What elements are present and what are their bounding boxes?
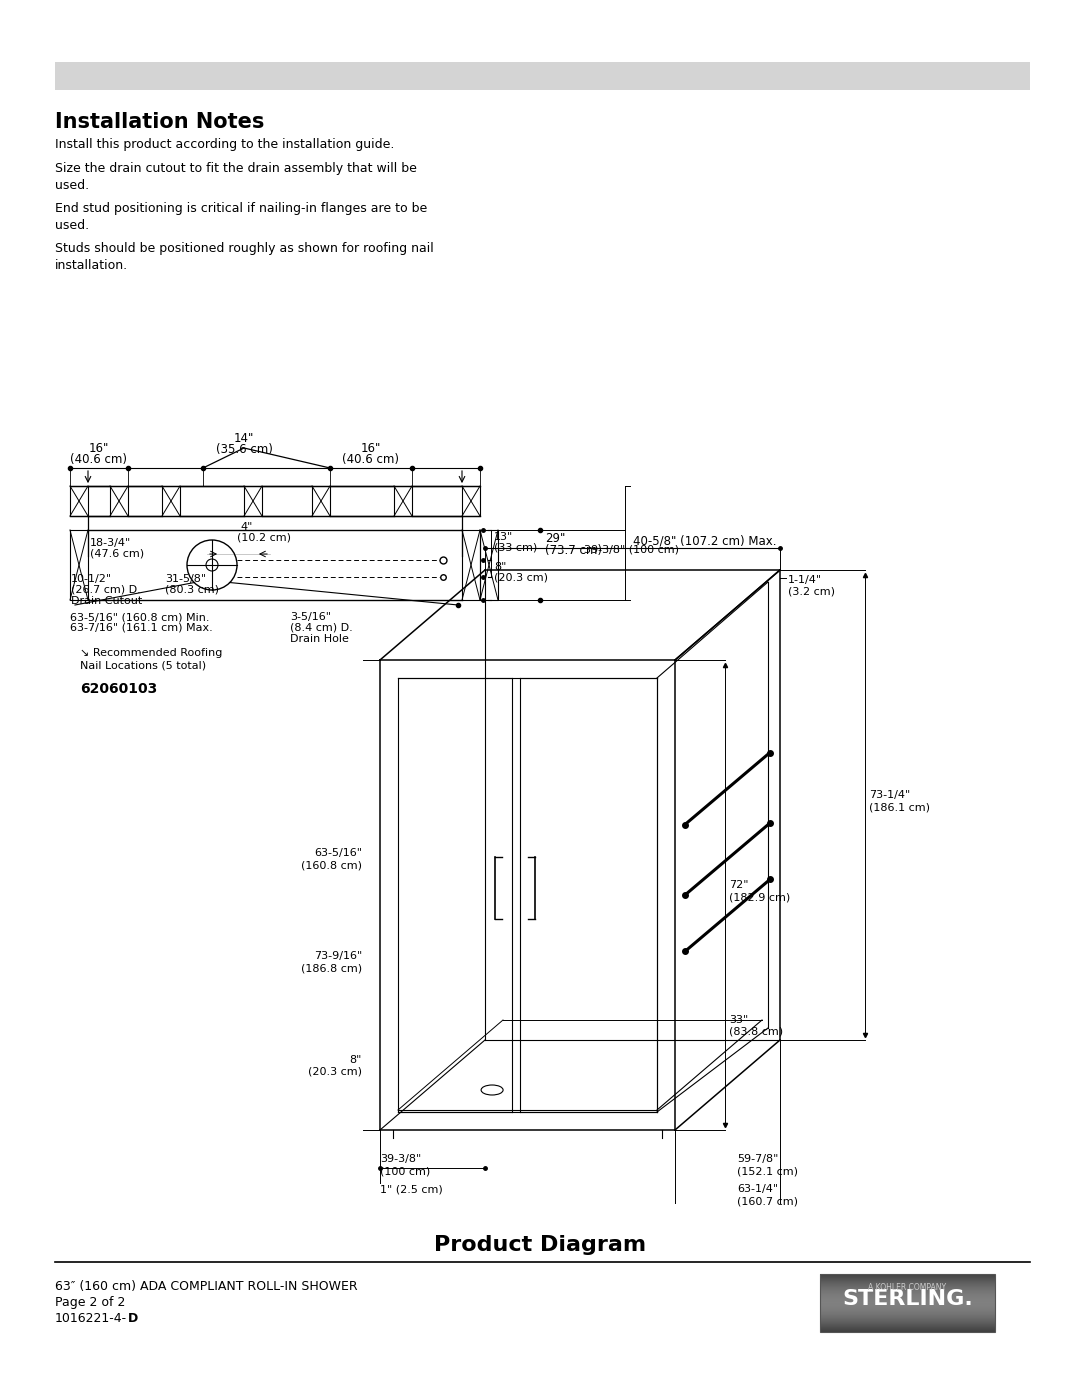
Text: 59-7/8": 59-7/8"	[737, 1154, 779, 1164]
Text: (26.7 cm) D.: (26.7 cm) D.	[71, 585, 140, 595]
Text: 4": 4"	[240, 522, 253, 532]
Text: 1-1/4": 1-1/4"	[788, 576, 822, 585]
Text: (182.9 cm): (182.9 cm)	[729, 893, 791, 902]
Text: 8": 8"	[494, 562, 507, 571]
Text: 63-1/4": 63-1/4"	[737, 1185, 778, 1194]
Text: 29": 29"	[545, 532, 565, 545]
Text: Install this product according to the installation guide.: Install this product according to the in…	[55, 138, 394, 151]
Text: 63-5/16": 63-5/16"	[314, 848, 362, 858]
Text: (3.2 cm): (3.2 cm)	[788, 587, 835, 597]
Text: 33": 33"	[729, 1016, 748, 1025]
Text: 63″ (160 cm) ADA COMPLIANT ROLL-IN SHOWER: 63″ (160 cm) ADA COMPLIANT ROLL-IN SHOWE…	[55, 1280, 357, 1294]
Text: 39-3/8" (100 cm): 39-3/8" (100 cm)	[584, 543, 679, 555]
Text: 14": 14"	[233, 432, 254, 446]
Text: Nail Locations (5 total): Nail Locations (5 total)	[80, 659, 206, 671]
Text: 3-5/16": 3-5/16"	[291, 612, 330, 622]
Text: Product Diagram: Product Diagram	[434, 1235, 646, 1255]
Text: Size the drain cutout to fit the drain assembly that will be
used.: Size the drain cutout to fit the drain a…	[55, 162, 417, 191]
Text: 73-9/16": 73-9/16"	[314, 951, 362, 961]
Text: 1" (2.5 cm): 1" (2.5 cm)	[380, 1185, 443, 1194]
Text: (8.4 cm) D.: (8.4 cm) D.	[291, 623, 353, 633]
Text: 18-3/4": 18-3/4"	[90, 538, 132, 548]
Text: (47.6 cm): (47.6 cm)	[90, 549, 144, 559]
Text: (35.6 cm): (35.6 cm)	[216, 443, 272, 455]
Text: (186.1 cm): (186.1 cm)	[869, 802, 930, 812]
Text: 31-5/8": 31-5/8"	[165, 574, 206, 584]
Text: (20.3 cm): (20.3 cm)	[494, 573, 548, 583]
Text: 73-1/4": 73-1/4"	[869, 789, 910, 800]
Text: (20.3 cm): (20.3 cm)	[308, 1067, 362, 1077]
Text: 72": 72"	[729, 880, 748, 890]
Text: 16": 16"	[361, 441, 381, 455]
Bar	[820, 1274, 995, 1331]
Text: (33 cm): (33 cm)	[494, 543, 537, 553]
Text: (40.6 cm): (40.6 cm)	[342, 453, 400, 467]
Text: 63-5/16" (160.8 cm) Min.: 63-5/16" (160.8 cm) Min.	[70, 612, 210, 622]
Bar	[55, 61, 1030, 89]
Text: Studs should be positioned roughly as shown for roofing nail
installation.: Studs should be positioned roughly as sh…	[55, 242, 434, 272]
Text: (160.8 cm): (160.8 cm)	[301, 861, 362, 870]
Text: Drain Hole: Drain Hole	[291, 634, 349, 644]
Text: Drain Cutout: Drain Cutout	[71, 597, 143, 606]
Text: 13": 13"	[494, 532, 513, 542]
Text: D: D	[129, 1312, 138, 1324]
Text: (40.6 cm): (40.6 cm)	[70, 453, 127, 467]
Text: (73.7 cm): (73.7 cm)	[545, 543, 602, 557]
Text: 8": 8"	[350, 1055, 362, 1065]
Text: (100 cm): (100 cm)	[380, 1166, 430, 1176]
Text: End stud positioning is critical if nailing-in flanges are to be
used.: End stud positioning is critical if nail…	[55, 203, 428, 232]
Text: 16": 16"	[89, 441, 109, 455]
Text: 39-3/8": 39-3/8"	[380, 1154, 421, 1164]
Text: A KOHLER COMPANY: A KOHLER COMPANY	[868, 1282, 946, 1292]
Text: (160.7 cm): (160.7 cm)	[737, 1196, 798, 1206]
Text: Installation Notes: Installation Notes	[55, 112, 265, 131]
Text: ↘ Recommended Roofing: ↘ Recommended Roofing	[80, 648, 222, 658]
Text: 10-1/2": 10-1/2"	[71, 574, 112, 584]
Text: (10.2 cm): (10.2 cm)	[237, 534, 291, 543]
Text: 62060103: 62060103	[80, 682, 158, 696]
Text: Page 2 of 2: Page 2 of 2	[55, 1296, 125, 1309]
Text: (83.8 cm): (83.8 cm)	[729, 1027, 783, 1037]
Text: (152.1 cm): (152.1 cm)	[737, 1166, 798, 1176]
Text: 40-5/8" (107.2 cm) Max.: 40-5/8" (107.2 cm) Max.	[633, 535, 777, 548]
Text: (80.3 cm): (80.3 cm)	[165, 585, 219, 595]
Text: STERLING.: STERLING.	[842, 1289, 973, 1309]
Text: 63-7/16" (161.1 cm) Max.: 63-7/16" (161.1 cm) Max.	[70, 623, 213, 633]
Text: (186.8 cm): (186.8 cm)	[301, 964, 362, 974]
Text: 1016221-4-: 1016221-4-	[55, 1312, 127, 1324]
